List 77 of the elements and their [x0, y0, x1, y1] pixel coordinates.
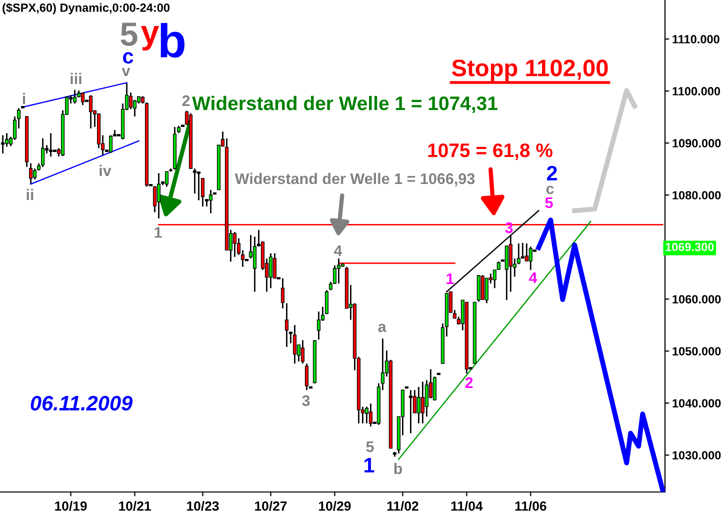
annotation: b	[160, 22, 184, 58]
candlestick	[284, 302, 289, 348]
annotation: c	[123, 52, 134, 64]
y-tick-label: 1110.000	[672, 35, 720, 44]
candlestick	[41, 138, 45, 168]
y-tick-label: 1030.000	[672, 451, 721, 460]
candlestick	[29, 162, 33, 184]
annotation: 2	[546, 166, 557, 180]
x-tick-label: 11/04	[451, 501, 483, 511]
annotation: 1	[364, 458, 374, 472]
candlestick	[200, 178, 205, 208]
annotation: Widerstand der Welle 1 = 1066,93	[234, 172, 475, 186]
annotation: c	[546, 186, 554, 194]
candlestick	[72, 89, 77, 104]
annotation: 4	[334, 245, 342, 256]
candlestick	[364, 406, 368, 424]
annotation: v	[122, 68, 130, 76]
annotation: 1	[446, 273, 454, 284]
annotation: 5	[545, 197, 553, 208]
annotation: 4	[528, 272, 538, 283]
candlestick	[316, 310, 320, 340]
candlestick	[164, 170, 169, 188]
annotation: Widerstand der Welle 1 = 1074,31	[192, 96, 498, 114]
annotation: i	[22, 92, 26, 104]
y-tick-label: 1040.000	[672, 399, 721, 408]
y-tick-label: 1060.000	[672, 295, 721, 304]
candlestick	[280, 278, 285, 310]
annotation: iv	[100, 164, 112, 176]
annotation: 1075 = 61,8 %	[428, 143, 552, 160]
x-tick-label: 11/06	[515, 501, 546, 511]
y-tick-label: 1080.000	[672, 191, 721, 200]
candlestick	[304, 362, 308, 391]
x-tick-label: 10/29	[319, 501, 351, 511]
y-tick-label: 1090.000	[672, 139, 721, 148]
candlestick	[232, 231, 237, 258]
text: 1069.300	[666, 242, 714, 252]
candlestick	[368, 402, 372, 428]
annotation: y	[140, 26, 160, 51]
annotation: 5	[366, 441, 374, 452]
annotation: 2	[182, 95, 190, 106]
annotation: iii	[70, 72, 82, 84]
annotation: 1	[154, 227, 162, 238]
y-tick-label: 1050.000	[672, 347, 721, 356]
annotation: 2	[465, 377, 473, 388]
line-series	[536, 218, 665, 492]
text: 06.11.2009	[30, 396, 133, 411]
candlestick	[108, 134, 113, 154]
candlestick	[33, 168, 37, 180]
annotation: b	[394, 462, 402, 474]
candlestick	[156, 172, 161, 220]
candlestick	[480, 274, 484, 300]
candlestick	[268, 252, 273, 289]
y-tick-label: 1100.000	[672, 87, 720, 96]
line-series	[572, 88, 638, 214]
candlestick	[484, 278, 488, 304]
candlestick	[420, 381, 424, 424]
candlestick	[88, 94, 93, 130]
candlestick	[80, 92, 85, 106]
candlestick	[528, 246, 532, 271]
annotation: 5	[120, 22, 138, 46]
candlestick	[524, 242, 528, 262]
annotation: ii	[26, 188, 34, 200]
annotation: 3	[505, 222, 513, 234]
candlestick	[336, 258, 340, 284]
x-tick-label: 10/21	[119, 501, 151, 511]
candlestick	[416, 386, 420, 424]
candlestick	[300, 339, 304, 364]
candlestick	[208, 189, 213, 214]
chart-title: ($SPX,60) Dynamic,0:00-24:00	[2, 3, 170, 14]
x-tick-label: 10/23	[187, 501, 219, 511]
x-tick-label: 10/19	[55, 501, 87, 511]
annotation: 3	[302, 395, 310, 406]
x-tick-label: 11/02	[387, 501, 418, 511]
annotation: Stopp 1102,00	[452, 60, 608, 82]
annotation: a	[378, 324, 386, 332]
candlestick	[292, 324, 296, 364]
x-tick-label: 10/27	[255, 501, 287, 511]
